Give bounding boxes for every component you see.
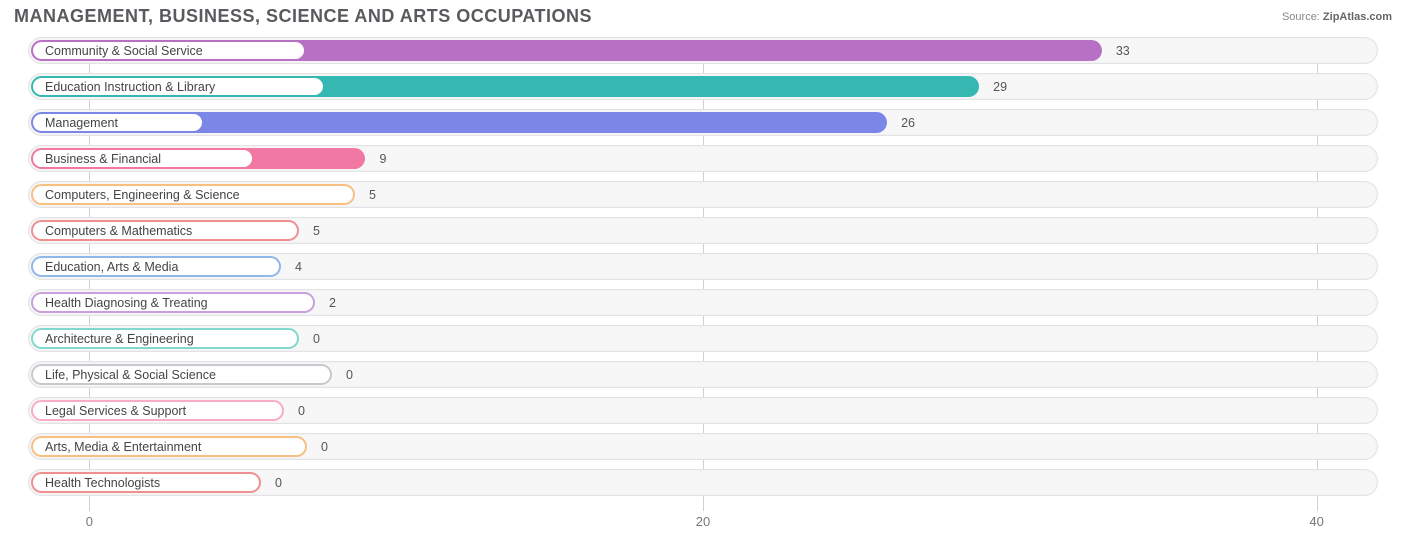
bar-value: 0	[313, 325, 320, 352]
bar-label-pill: Legal Services & Support	[31, 400, 284, 421]
bar-label-pill: Architecture & Engineering	[31, 328, 299, 349]
bar-label-pill: Management	[31, 112, 204, 133]
bar-label-pill: Health Technologists	[31, 472, 261, 493]
bar-label-pill: Community & Social Service	[31, 40, 306, 61]
bar-value: 4	[295, 253, 302, 280]
chart-title: MANAGEMENT, BUSINESS, SCIENCE AND ARTS O…	[14, 6, 592, 27]
source-prefix: Source:	[1282, 11, 1323, 23]
bar-row: Community & Social Service 33	[28, 37, 1378, 64]
chart-header: MANAGEMENT, BUSINESS, SCIENCE AND ARTS O…	[10, 6, 1396, 33]
bar-row: Life, Physical & Social Science 0	[28, 361, 1378, 388]
bar-value: 9	[380, 145, 387, 172]
bar-label-pill: Life, Physical & Social Science	[31, 364, 332, 385]
plot-area: 02040Community & Social Service33Educati…	[28, 37, 1378, 507]
bar-value: 0	[346, 361, 353, 388]
bar-value: 0	[275, 469, 282, 496]
bar-chart: 02040Community & Social Service33Educati…	[10, 33, 1396, 529]
bar-row: Computers, Engineering & Science 5	[28, 181, 1378, 208]
bar-label-pill: Computers & Mathematics	[31, 220, 299, 241]
bar-value: 5	[369, 181, 376, 208]
bar-label-pill: Arts, Media & Entertainment	[31, 436, 307, 457]
bar-value: 26	[901, 109, 915, 136]
bar-label-pill: Business & Financial	[31, 148, 254, 169]
bar-row: Management 26	[28, 109, 1378, 136]
bar-row: Business & Financial 9	[28, 145, 1378, 172]
bar-row: Education Instruction & Library 29	[28, 73, 1378, 100]
bar-row: Education, Arts & Media 4	[28, 253, 1378, 280]
bar-value: 0	[321, 433, 328, 460]
bar-label-pill: Computers, Engineering & Science	[31, 184, 355, 205]
x-tick-label: 20	[696, 514, 710, 529]
x-tick-label: 40	[1309, 514, 1323, 529]
bar-row: Legal Services & Support 0	[28, 397, 1378, 424]
bar-row: Computers & Mathematics 5	[28, 217, 1378, 244]
bar-value: 0	[298, 397, 305, 424]
bar-row: Health Diagnosing & Treating 2	[28, 289, 1378, 316]
x-tick-label: 0	[86, 514, 93, 529]
source-name: ZipAtlas.com	[1323, 11, 1392, 23]
bar-label-pill: Education Instruction & Library	[31, 76, 325, 97]
bar-row: Arts, Media & Entertainment 0	[28, 433, 1378, 460]
bar-label-pill: Education, Arts & Media	[31, 256, 281, 277]
bar-value: 5	[313, 217, 320, 244]
bar-label-pill: Health Diagnosing & Treating	[31, 292, 315, 313]
bar-value: 33	[1116, 37, 1130, 64]
bar-row: Health Technologists 0	[28, 469, 1378, 496]
bar-value: 29	[993, 73, 1007, 100]
chart-source: Source: ZipAtlas.com	[1282, 11, 1392, 23]
bar-row: Architecture & Engineering 0	[28, 325, 1378, 352]
bar-value: 2	[329, 289, 336, 316]
